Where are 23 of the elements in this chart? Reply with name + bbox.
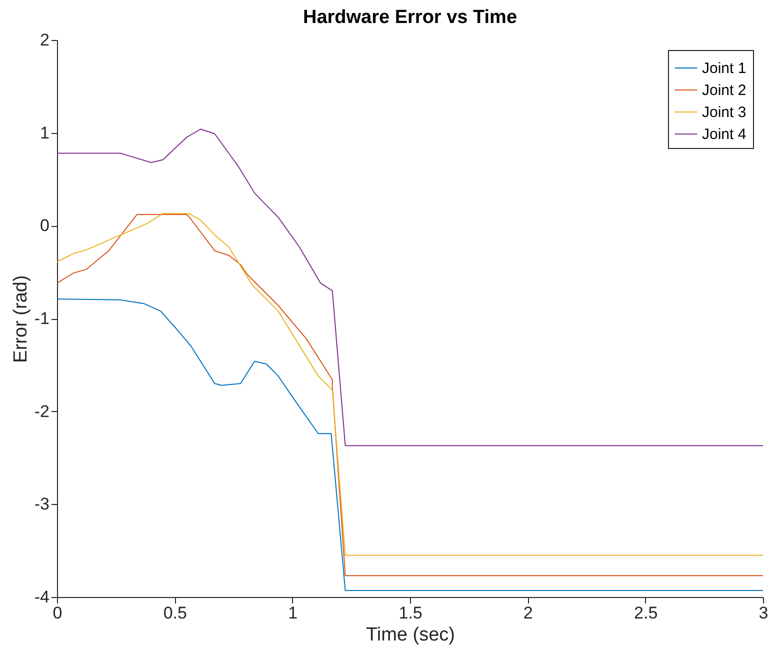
x-tick-label: 2 — [523, 604, 533, 622]
y-tick-label: -4 — [34, 588, 50, 606]
x-axis-title: Time (sec) — [366, 624, 456, 646]
x-tick-label: 3 — [758, 604, 768, 622]
x-tick-label: 1.5 — [398, 604, 422, 622]
y-tick-label: 1 — [40, 123, 50, 142]
legend-label: Joint 2 — [702, 82, 746, 99]
line-series — [56, 298, 764, 591]
legend-label: Joint 1 — [702, 60, 746, 77]
legend-label: Joint 4 — [702, 126, 746, 143]
legend-label: Joint 3 — [702, 104, 746, 121]
y-tick-label: 0 — [40, 216, 50, 236]
line-series — [56, 128, 764, 446]
x-tick-label: 0.5 — [163, 604, 187, 622]
y-tick-label: 2 — [40, 30, 50, 50]
y-tick-label: -2 — [34, 402, 50, 421]
chart-title: Hardware Error vs Time — [302, 7, 518, 28]
y-tick-label: -3 — [34, 494, 50, 514]
x-tick-label: 1 — [288, 604, 298, 622]
x-tick-label: 2.5 — [634, 604, 658, 622]
y-axis-title: Error (rad) — [10, 275, 32, 363]
x-tick-label: 0 — [52, 604, 62, 622]
y-tick-label: -1 — [34, 309, 50, 328]
